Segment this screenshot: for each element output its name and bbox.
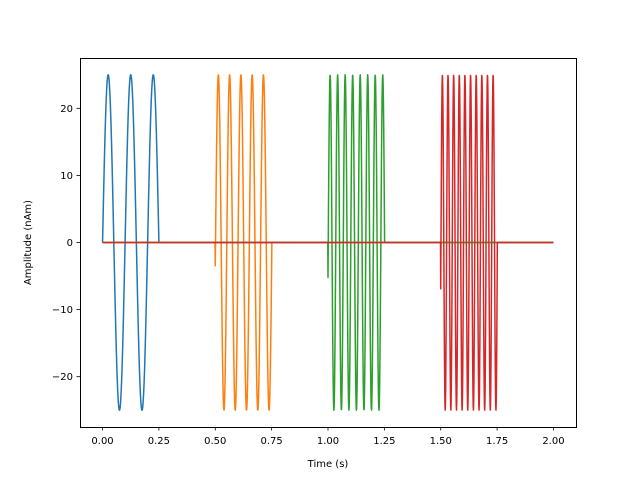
- x-tick-label: 0.25: [148, 436, 170, 447]
- plot-lines: [101, 74, 554, 411]
- y-axis-ticks: −20 −10 0 10 20: [52, 104, 80, 383]
- y-tick-label: 10: [60, 171, 73, 182]
- x-tick-label: 0.00: [91, 436, 113, 447]
- x-axis-ticks: 0.00 0.25 0.50 0.75 1.00 1.25 1.50 1.75 2.00: [91, 427, 565, 447]
- x-axis-label: Time (s): [307, 459, 349, 470]
- x-tick-label: 0.75: [261, 436, 283, 447]
- y-tick-label: −20: [52, 372, 73, 383]
- x-tick-label: 1.25: [373, 436, 395, 447]
- y-tick-label: 20: [60, 104, 73, 115]
- x-tick-label: 1.75: [486, 436, 508, 447]
- x-tick-label: 2.00: [542, 436, 564, 447]
- axes-frame: [80, 58, 577, 428]
- y-tick-label: 0: [67, 238, 73, 249]
- y-axis-label: Amplitude (nAm): [23, 200, 34, 285]
- x-tick-label: 1.50: [430, 436, 452, 447]
- x-tick-label: 1.00: [317, 436, 339, 447]
- series-line-burst-40Hz: [102, 74, 554, 411]
- y-tick-label: −10: [52, 305, 73, 316]
- x-tick-label: 0.50: [204, 436, 226, 447]
